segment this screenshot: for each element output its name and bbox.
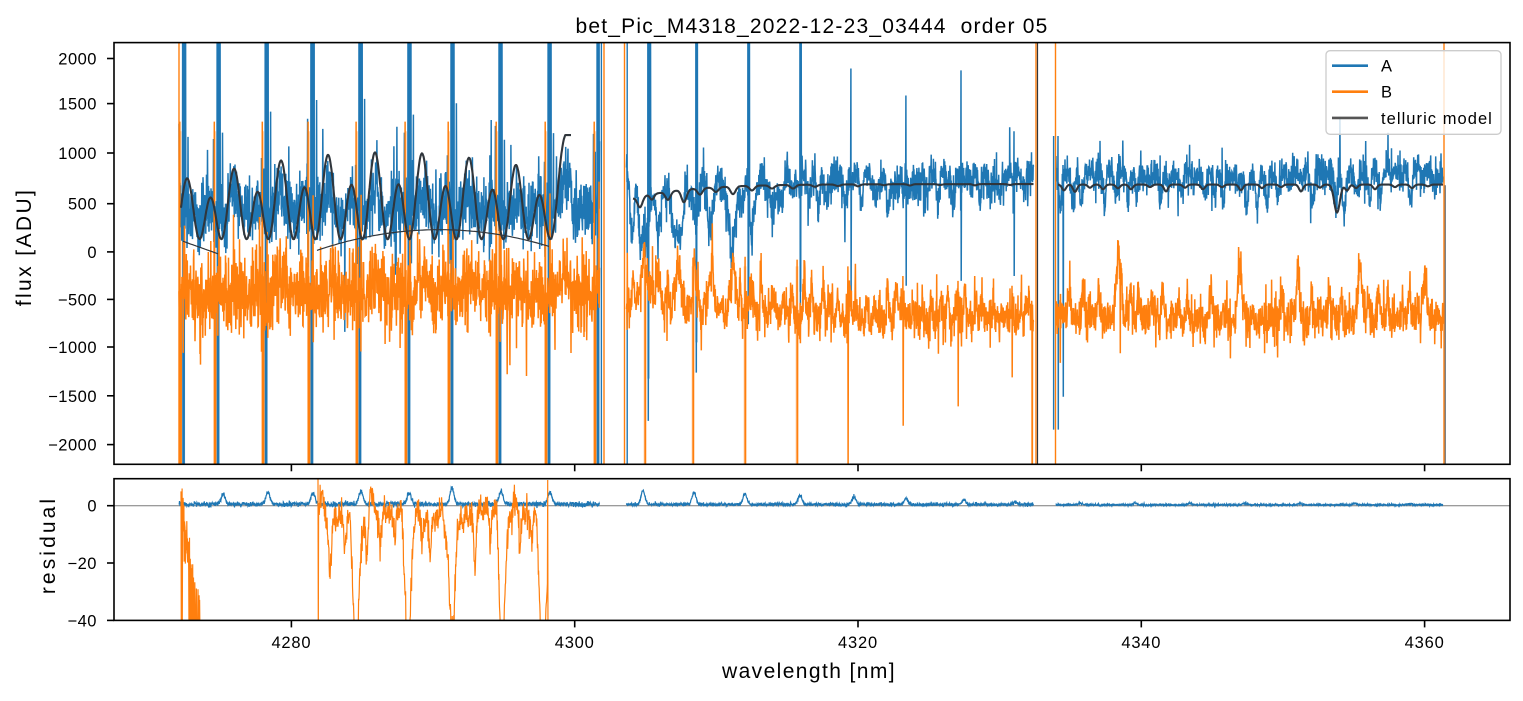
svg-text:−2000: −2000 (48, 437, 97, 455)
svg-text:telluric model: telluric model (1381, 110, 1493, 128)
svg-text:4280: 4280 (271, 634, 311, 652)
svg-text:4320: 4320 (838, 634, 878, 652)
svg-text:4360: 4360 (1405, 634, 1445, 652)
svg-text:wavelength [nm]: wavelength [nm] (721, 660, 896, 683)
svg-text:flux [ADU]: flux [ADU] (13, 188, 36, 307)
svg-text:bet_Pic_M4318_2022-12-23_03444: bet_Pic_M4318_2022-12-23_03444 order 05 (576, 15, 1049, 38)
svg-text:residual: residual (37, 496, 60, 594)
svg-text:A: A (1381, 58, 1393, 76)
svg-text:B: B (1381, 84, 1393, 102)
svg-text:0: 0 (87, 498, 97, 516)
svg-text:4300: 4300 (555, 634, 595, 652)
svg-text:1000: 1000 (58, 145, 97, 163)
svg-text:−40: −40 (68, 612, 98, 630)
svg-text:1500: 1500 (58, 96, 97, 114)
svg-text:4340: 4340 (1121, 634, 1161, 652)
svg-text:0: 0 (87, 244, 97, 262)
svg-text:500: 500 (68, 196, 97, 214)
svg-text:−20: −20 (68, 555, 98, 573)
svg-text:2000: 2000 (58, 51, 97, 69)
svg-text:−500: −500 (58, 291, 97, 309)
svg-text:−1500: −1500 (48, 388, 97, 406)
svg-text:−1000: −1000 (48, 339, 97, 357)
